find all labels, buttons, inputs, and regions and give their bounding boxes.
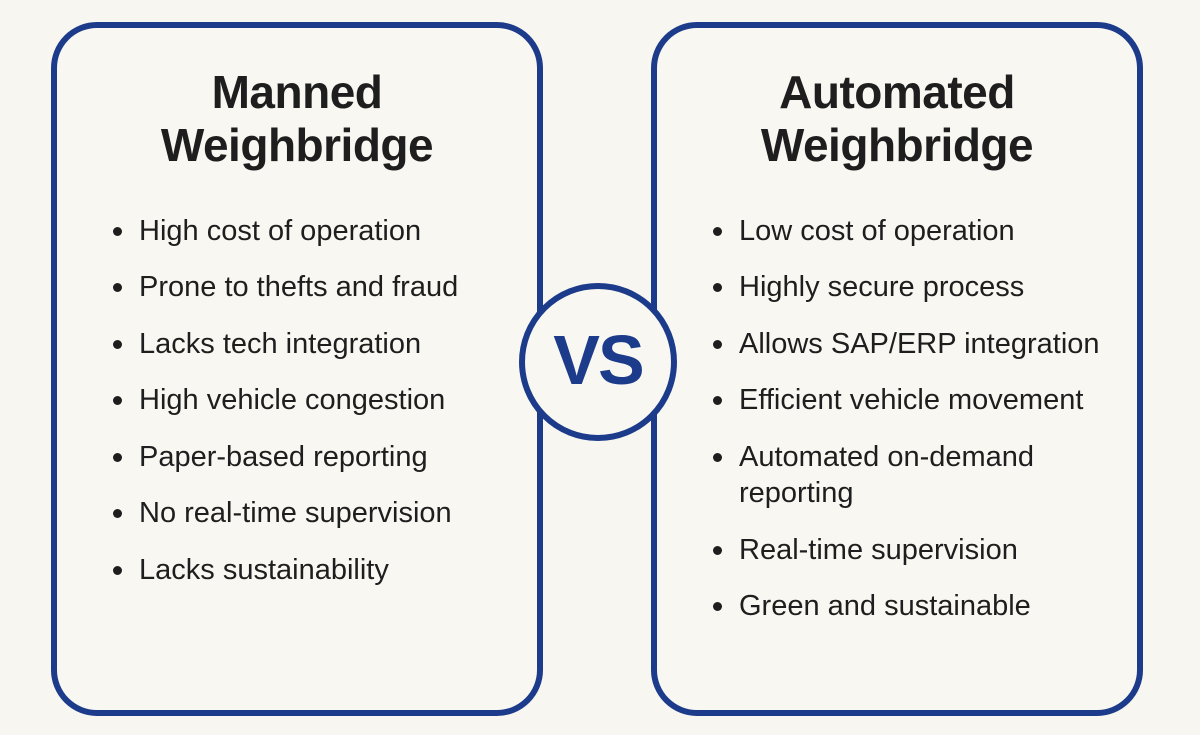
bullet-icon — [713, 283, 722, 293]
bullet-icon — [113, 452, 122, 462]
list-item: Real-time supervision — [713, 532, 1107, 569]
bullet-icon — [113, 509, 122, 519]
manned-card-title: Manned Weighbridge — [87, 66, 507, 173]
list-item: Automated on-demand reporting — [713, 439, 1107, 512]
manned-bullet-list: High cost of operation Prone to thefts a… — [87, 213, 507, 589]
bullet-text: Highly secure process — [739, 271, 1025, 304]
bullet-text: Efficient vehicle movement — [739, 384, 1084, 417]
manned-title-line-1: Manned — [211, 66, 383, 118]
list-item: Lacks tech integration — [113, 326, 507, 363]
bullet-icon — [713, 339, 722, 349]
automated-title-line-2: Weighbridge — [760, 119, 1034, 172]
list-item: High cost of operation — [113, 213, 507, 250]
automated-weighbridge-card: Automated Weighbridge Low cost of operat… — [651, 22, 1143, 716]
bullet-icon — [713, 452, 722, 462]
bullet-text: Lacks sustainability — [139, 553, 389, 586]
bullet-text: Automated on-demand reporting — [739, 440, 1035, 510]
bullet-icon — [113, 283, 122, 293]
list-item: No real-time supervision — [113, 495, 507, 532]
bullet-icon — [113, 339, 122, 349]
bullet-icon — [713, 226, 722, 236]
list-item: Green and sustainable — [713, 588, 1107, 625]
bullet-icon — [713, 602, 722, 612]
manned-title-line-2: Weighbridge — [160, 119, 434, 172]
bullet-text: Lacks tech integration — [139, 327, 422, 360]
vs-label: VS — [553, 321, 644, 399]
list-item: Allows SAP/ERP integration — [713, 326, 1107, 363]
bullet-text: Allows SAP/ERP integration — [739, 327, 1100, 360]
list-item: Efficient vehicle movement — [713, 382, 1107, 419]
bullet-text: High cost of operation — [139, 214, 422, 247]
bullet-text: Low cost of operation — [739, 214, 1015, 247]
bullet-text: Paper-based reporting — [139, 440, 428, 473]
bullet-text: Green and sustainable — [739, 590, 1031, 623]
bullet-icon — [113, 226, 122, 236]
automated-title-line-1: Automated — [779, 66, 1015, 118]
vs-badge: VS — [519, 283, 677, 441]
list-item: Lacks sustainability — [113, 552, 507, 589]
bullet-icon — [713, 545, 722, 555]
bullet-text: Real-time supervision — [739, 533, 1018, 566]
automated-card-title: Automated Weighbridge — [687, 66, 1107, 173]
list-item: Highly secure process — [713, 269, 1107, 306]
bullet-icon — [113, 565, 122, 575]
manned-weighbridge-card: Manned Weighbridge High cost of operatio… — [51, 22, 543, 716]
automated-bullet-list: Low cost of operation Highly secure proc… — [687, 213, 1107, 625]
bullet-text: High vehicle congestion — [139, 384, 446, 417]
list-item: High vehicle congestion — [113, 382, 507, 419]
bullet-icon — [713, 396, 722, 406]
bullet-text: No real-time supervision — [139, 497, 452, 530]
list-item: Low cost of operation — [713, 213, 1107, 250]
bullet-text: Prone to thefts and fraud — [139, 271, 459, 304]
bullet-icon — [113, 396, 122, 406]
list-item: Paper-based reporting — [113, 439, 507, 476]
list-item: Prone to thefts and fraud — [113, 269, 507, 306]
